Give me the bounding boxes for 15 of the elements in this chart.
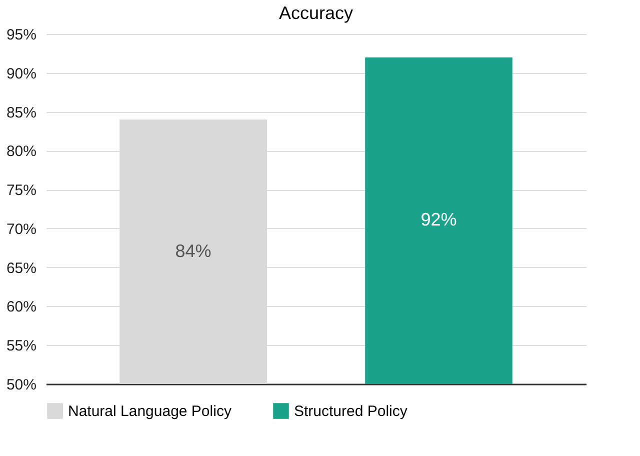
y-tick-label: 90% — [6, 65, 36, 82]
y-tick-label: 55% — [6, 338, 36, 355]
chart-title: Accuracy — [278, 3, 354, 23]
y-tick-label: 50% — [6, 376, 36, 394]
y-tick-label: 60% — [6, 298, 36, 316]
y-tick-label: 80% — [6, 143, 36, 160]
legend-label: Natural Language Policy — [68, 403, 232, 420]
y-tick-label: 65% — [6, 260, 36, 277]
data-label: 84% — [175, 240, 212, 261]
y-tick-label: 95% — [6, 26, 36, 44]
y-tick-label: 70% — [6, 220, 36, 238]
y-tick-label: 75% — [6, 182, 36, 200]
data-label: 92% — [420, 210, 457, 230]
y-tick-label: 85% — [6, 104, 36, 122]
legend-label: Structured Policy — [294, 403, 408, 420]
